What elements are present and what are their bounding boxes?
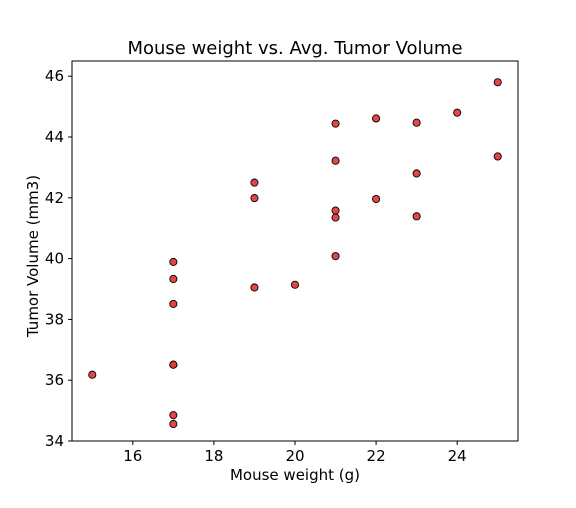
data-point [290,280,300,289]
data-point [412,212,421,221]
y-tick-label: 34 [45,432,64,450]
x-axis-label: Mouse weight (g) [230,466,360,484]
x-tick-label: 20 [285,447,304,465]
x-tick-label: 18 [204,447,223,465]
plot-frame [71,60,519,442]
data-point [372,114,381,123]
data-point [169,419,178,429]
data-point [331,252,340,261]
y-tick-label: 40 [45,250,64,268]
y-tick-label: 38 [45,310,64,328]
data-point [88,370,97,379]
data-point [331,119,340,128]
x-tick-label: 16 [123,447,142,465]
data-point [412,169,421,178]
data-point [331,156,340,165]
data-point [250,283,259,292]
data-point [169,360,178,369]
data-point [169,299,178,308]
x-tick-label: 24 [448,447,467,465]
y-tick-label: 42 [45,189,64,207]
data-point [169,274,178,284]
data-point [412,118,421,127]
data-point [453,108,462,117]
data-point [331,213,340,222]
chart-title: Mouse weight vs. Avg. Tumor Volume [127,38,462,59]
data-point [169,257,178,266]
data-point [493,78,502,87]
plot-area: 16 18 20 22 24 34 36 38 40 42 44 46 [45,60,519,465]
data-point [250,178,259,187]
y-tick-label: 44 [45,128,64,146]
data-point [331,206,340,215]
y-axis-label: Tumor Volume (mm3) [24,175,42,338]
data-point [169,411,178,420]
data-point [250,194,259,203]
x-tick-label: 22 [367,447,386,465]
data-point [372,194,381,204]
y-tick-label: 36 [45,371,64,389]
data-point [493,152,502,161]
y-tick-label: 46 [45,67,64,85]
